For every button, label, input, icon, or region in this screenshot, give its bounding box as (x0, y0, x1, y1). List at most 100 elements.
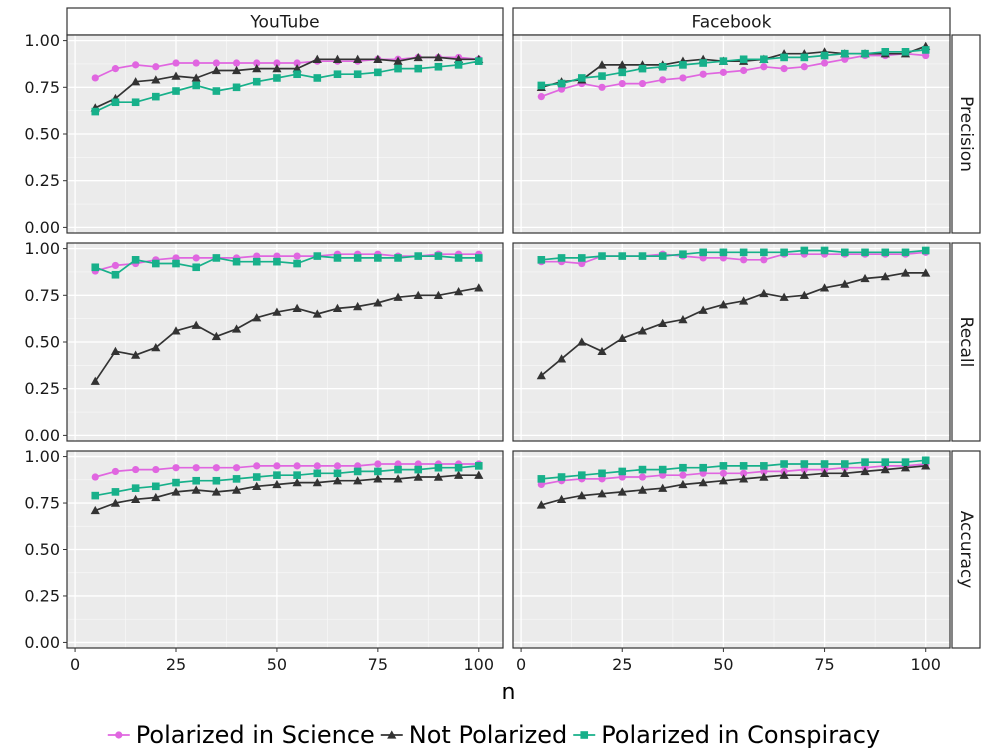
point-polarized-in-conspiracy (739, 55, 748, 64)
x-tick-label: 100 (464, 655, 495, 674)
point-polarized-in-conspiracy (901, 48, 910, 56)
y-tick-label: 0.25 (24, 171, 60, 190)
point-polarized-in-science (760, 256, 768, 264)
point-polarized-in-conspiracy (192, 263, 200, 272)
point-polarized-in-science (740, 256, 748, 264)
point-not-polarized (739, 296, 749, 305)
point-not-polarized (698, 305, 708, 314)
point-polarized-in-science (557, 85, 566, 93)
point-polarized-in-conspiracy (232, 475, 241, 483)
x-tick-label: 50 (267, 655, 287, 674)
point-polarized-in-conspiracy (800, 53, 809, 62)
point-not-polarized (658, 483, 668, 492)
y-tick-label: 0.00 (24, 633, 60, 652)
point-not-polarized (617, 487, 627, 496)
point-not-polarized (880, 464, 890, 474)
point-not-polarized (840, 279, 850, 288)
point-not-polarized (332, 476, 343, 485)
legend-key-not-polarized (380, 730, 403, 739)
point-not-polarized (332, 54, 343, 63)
point-not-polarized (860, 466, 870, 476)
point-polarized-in-science (719, 469, 728, 477)
point-polarized-in-conspiracy (252, 77, 261, 86)
x-tick-label: 75 (814, 655, 834, 674)
point-polarized-in-conspiracy (881, 458, 890, 466)
point-polarized-in-conspiracy (921, 246, 930, 255)
point-polarized-in-conspiracy (537, 81, 546, 90)
point-polarized-in-conspiracy (152, 92, 160, 101)
point-not-polarized (739, 474, 749, 483)
x-tick-label: 25 (612, 655, 632, 674)
strip-accuracy (951, 450, 981, 649)
point-not-polarized (252, 64, 262, 73)
point-not-polarized (900, 268, 911, 277)
legend: Polarized in Science Not Polarized Polariz… (107, 721, 880, 749)
point-polarized-in-conspiracy (901, 248, 910, 257)
point-polarized-in-conspiracy (374, 467, 382, 476)
point-polarized-in-science (253, 252, 261, 260)
point-polarized-in-science (232, 464, 241, 472)
point-polarized-in-conspiracy (313, 252, 322, 260)
point-polarized-in-conspiracy (638, 64, 647, 73)
point-polarized-in-conspiracy (434, 252, 443, 260)
point-not-polarized (921, 268, 931, 277)
point-not-polarized (779, 292, 789, 301)
point-polarized-in-conspiracy (638, 465, 647, 474)
point-polarized-in-conspiracy (760, 55, 768, 64)
point-polarized-in-conspiracy (598, 72, 606, 80)
point-not-polarized (597, 489, 607, 498)
point-polarized-in-science (598, 83, 606, 91)
series-line-not-polarized (94, 286, 479, 382)
point-not-polarized (393, 474, 403, 483)
point-not-polarized (718, 300, 729, 309)
y-tick-label: 0.75 (24, 494, 60, 513)
series-line-not-polarized (540, 272, 926, 377)
point-polarized-in-conspiracy (111, 270, 120, 279)
point-not-polarized (413, 472, 423, 481)
point-polarized-in-conspiracy (394, 254, 402, 262)
point-polarized-in-conspiracy (598, 469, 606, 478)
point-not-polarized (799, 290, 809, 299)
point-polarized-in-conspiracy (293, 70, 301, 79)
point-polarized-in-science (719, 254, 728, 262)
point-polarized-in-science (293, 462, 301, 470)
point-polarized-in-science (111, 261, 120, 270)
point-polarized-in-science (740, 66, 748, 75)
point-polarized-in-conspiracy (131, 484, 140, 492)
point-polarized-in-science (293, 59, 301, 67)
y-tick-label: 0.50 (24, 333, 60, 352)
point-not-polarized (191, 485, 201, 494)
point-polarized-in-conspiracy (861, 458, 869, 466)
point-polarized-in-conspiracy (333, 70, 342, 79)
point-polarized-in-conspiracy (658, 465, 667, 474)
point-polarized-in-science (273, 59, 281, 67)
point-polarized-in-conspiracy (679, 250, 687, 259)
point-polarized-in-conspiracy (394, 64, 402, 73)
point-polarized-in-conspiracy (414, 64, 423, 73)
point-not-polarized (211, 331, 221, 341)
point-polarized-in-science (111, 65, 120, 73)
point-polarized-in-conspiracy (557, 79, 566, 88)
point-polarized-in-science (293, 252, 301, 260)
point-not-polarized (678, 479, 688, 489)
point-polarized-in-conspiracy (557, 254, 566, 262)
point-polarized-in-science (273, 462, 281, 470)
point-not-polarized (759, 288, 769, 298)
point-not-polarized (474, 283, 484, 292)
point-polarized-in-conspiracy (474, 57, 483, 65)
point-polarized-in-conspiracy (474, 462, 483, 470)
point-not-polarized (536, 371, 546, 380)
point-polarized-in-conspiracy (374, 254, 382, 262)
point-polarized-in-conspiracy (454, 254, 463, 262)
point-polarized-in-conspiracy (414, 465, 423, 474)
point-polarized-in-conspiracy (699, 463, 707, 472)
point-polarized-in-conspiracy (333, 469, 342, 478)
point-polarized-in-conspiracy (273, 257, 281, 266)
point-polarized-in-conspiracy (658, 252, 667, 260)
strip-precision (951, 34, 981, 234)
point-polarized-in-science (374, 460, 382, 468)
legend-marker-not-polarized (387, 730, 397, 739)
point-not-polarized (151, 75, 161, 84)
point-not-polarized (211, 487, 221, 496)
point-not-polarized (131, 350, 141, 359)
